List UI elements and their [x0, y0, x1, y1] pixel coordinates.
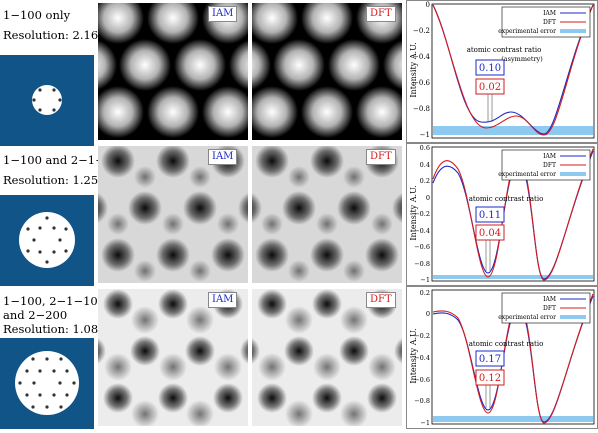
label-line: 1−100, 2−1−10 — [3, 294, 98, 308]
ytick: 0.4 — [420, 161, 430, 169]
label-line: Resolution: 1.25 Å — [3, 173, 111, 187]
iam-tag: IAM — [208, 149, 238, 165]
dft-tag: DFT — [366, 6, 396, 22]
ytick: −0.2 — [414, 210, 430, 218]
dft-curve — [432, 4, 594, 136]
ytick: −0.2 — [414, 332, 430, 340]
ylabel: Intensity A.U. — [409, 328, 418, 383]
ytick: 0.2 — [420, 289, 430, 297]
label-line: and 2−200 — [3, 308, 68, 322]
resolution-label: 1−100 and 2−1−10 Resolution: 1.25 Å — [3, 153, 119, 187]
ytick: −0.6 — [414, 376, 430, 384]
panel-row-2: 1−100 and 2−1−10 Resolution: 1.25 Å — [0, 143, 598, 286]
iam-tag: IAM — [208, 6, 238, 22]
legend-entry: DFT — [543, 162, 556, 169]
legend-entry: IAM — [543, 153, 556, 160]
label-line: Resolution: 2.16 Å — [3, 28, 111, 42]
legend-entry: experimental error — [498, 314, 556, 321]
ratio-dft: 0.04 — [479, 228, 501, 239]
error-band — [433, 416, 593, 422]
legend-entry: IAM — [543, 10, 556, 17]
dft-tag: DFT — [366, 149, 396, 165]
dft-simulation — [228, 144, 426, 283]
annotation-title: atomic contrast ratio — [469, 340, 544, 348]
ytick: 0.2 — [420, 177, 430, 185]
ylabel: Intensity A.U. — [409, 185, 418, 240]
panel-row-1: 1−100 only Resolution: 2.16 Å IAM — [0, 0, 598, 146]
label-line: 1−100 only — [3, 8, 71, 22]
ytick: 0 — [426, 194, 430, 202]
ytick: −1 — [420, 419, 430, 427]
panel-row-3: 1−100, 2−1−10 and 2−200 Resolution: 1.08… — [0, 286, 598, 429]
iam-simulation — [76, 289, 270, 428]
annotation-subtitle: (asymmetry) — [501, 55, 543, 63]
ratio-dft: 0.12 — [479, 373, 501, 384]
resolution-label: 1−100, 2−1−10 and 2−200 Resolution: 1.08… — [3, 294, 110, 336]
line-profile-plot: 0.6 0.4 0.2 0 −0.2 −0.4 −0.6 −0.8 −1 Int… — [406, 143, 598, 286]
ytick: −0.8 — [413, 105, 430, 113]
legend-entry: DFT — [543, 305, 556, 312]
ratio-iam: 0.10 — [479, 63, 501, 74]
label-line: 1−100 and 2−1−10 — [3, 153, 120, 167]
resolution-label: 1−100 only Resolution: 2.16 Å — [3, 8, 110, 42]
ytick: −1 — [420, 131, 430, 139]
ratio-iam: 0.11 — [479, 210, 501, 221]
ylabel: Intensity A.U. — [409, 42, 418, 97]
ytick: −0.4 — [414, 354, 430, 362]
legend-entry: DFT — [543, 19, 556, 26]
ytick: 0 — [426, 310, 430, 318]
iam-simulation — [74, 144, 272, 283]
annotation-title: atomic contrast ratio — [467, 46, 542, 54]
diffraction-pattern — [0, 195, 94, 286]
line-profile-plot: 0.2 0 −0.2 −0.4 −0.6 −0.8 −1 Intensity A… — [406, 286, 598, 429]
ratio-dft: 0.02 — [479, 82, 501, 93]
ytick: −1 — [420, 276, 430, 284]
legend-entry: experimental error — [498, 171, 556, 178]
error-band — [433, 126, 593, 135]
ytick: −0.4 — [413, 53, 431, 61]
diffraction-pattern — [0, 55, 94, 146]
legend-entry: experimental error — [498, 28, 556, 35]
ytick: −0.8 — [414, 397, 430, 405]
ytick: −0.6 — [413, 79, 431, 87]
label-line: Resolution: 1.08 Å — [3, 322, 111, 336]
legend-entry: IAM — [543, 296, 556, 303]
ytick: 0.6 — [420, 144, 430, 152]
ytick: −0.8 — [414, 260, 430, 268]
iam-simulation — [65, 0, 281, 140]
error-band — [433, 275, 593, 279]
iam-tag: IAM — [208, 292, 238, 308]
ratio-iam: 0.17 — [479, 354, 501, 365]
dft-simulation — [230, 289, 424, 428]
dft-simulation — [219, 0, 435, 140]
ytick: −0.4 — [414, 227, 430, 235]
diffraction-pattern — [0, 338, 94, 429]
ytick: −0.2 — [413, 27, 430, 35]
annotation-title: atomic contrast ratio — [469, 195, 544, 203]
ytick: 0 — [426, 1, 430, 9]
dft-tag: DFT — [366, 292, 396, 308]
line-profile-plot: 0 −0.2 −0.4 −0.6 −0.8 −1 Intensity A.U. … — [406, 0, 598, 143]
ytick: −0.6 — [414, 243, 430, 251]
